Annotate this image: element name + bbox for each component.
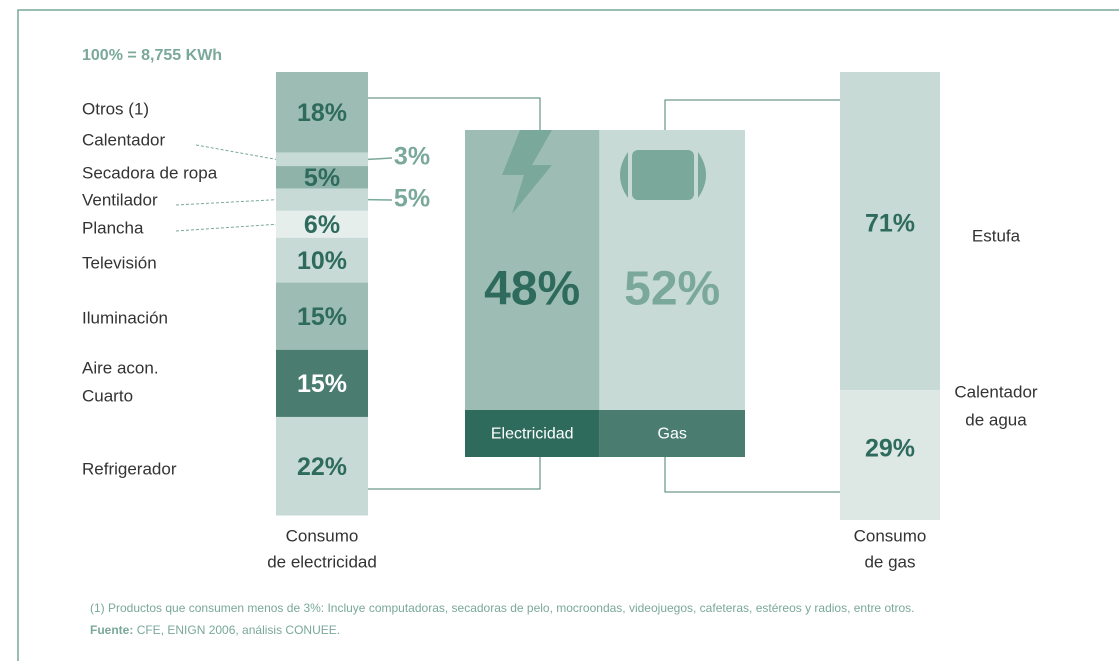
caption: de gas (864, 552, 915, 571)
segment-label: 18% (297, 99, 347, 127)
source-label: Fuente: (90, 623, 133, 637)
segment (276, 72, 368, 153)
segment-name: Estufa (972, 226, 1021, 245)
segment-name: Secadora de ropa (82, 163, 218, 182)
segment-name: Otros (1) (82, 99, 149, 118)
electricity-icon (502, 130, 552, 214)
source-label: 52% (624, 263, 720, 316)
connector (664, 457, 840, 493)
source-band (599, 410, 745, 457)
segment-name: Iluminación (82, 308, 168, 327)
segment (840, 390, 940, 520)
footnote: (1) Productos que consumen menos de 3%: … (90, 601, 914, 615)
segment-name: Televisión (82, 253, 157, 272)
caption: Consumo (854, 526, 927, 545)
segment-label: 22% (297, 453, 347, 481)
segment-label: 5% (394, 185, 430, 213)
segment (276, 237, 368, 283)
connector (368, 97, 541, 130)
segment-name: Refrigerador (82, 459, 177, 478)
marks: Otros (1) 18% Calentador 3% Secadora de ropa… (82, 72, 1038, 571)
segment-label: 3% (394, 143, 430, 171)
segment-name: Calentador (82, 130, 166, 149)
segment (276, 166, 368, 189)
segment (840, 72, 940, 391)
segment-name: Calentador (954, 382, 1038, 401)
gas-icon (620, 150, 706, 200)
segment (276, 152, 368, 167)
segment (276, 188, 368, 211)
name-leader (195, 144, 277, 160)
header: 100% = 8,755 KWh (82, 47, 222, 64)
segment (276, 416, 368, 516)
segment-label: 71% (865, 210, 915, 238)
connector (368, 457, 541, 490)
name-leader (175, 199, 277, 206)
segment-label: 6% (304, 211, 340, 239)
segment-label: 15% (297, 303, 347, 331)
source-name: Gas (658, 426, 687, 443)
caption: Consumo (286, 526, 359, 545)
source-name: Electricidad (491, 426, 574, 443)
source-label: 48% (484, 263, 580, 316)
connector (664, 99, 840, 130)
segment-name: Aire acon. (82, 358, 159, 377)
segment-label: 5% (304, 164, 340, 192)
source: Fuente: CFE, ENIGN 2006, análisis CONUEE… (90, 623, 340, 637)
segment-name: de agua (965, 410, 1027, 429)
segment-label: 10% (297, 247, 347, 275)
segment-name: Plancha (82, 218, 144, 237)
segment-name: Cuarto (82, 386, 133, 405)
source-text: CFE, ENIGN 2006, análisis CONUEE. (137, 623, 340, 637)
frame (17, 9, 1119, 661)
caption: de electricidad (267, 552, 377, 571)
segment (276, 210, 368, 238)
segment (276, 282, 368, 350)
segment-name: Ventilador (82, 190, 158, 209)
name-leader (175, 223, 277, 232)
segment-label: 29% (865, 435, 915, 463)
segment (276, 349, 368, 417)
label-connector (367, 157, 393, 161)
segment-label: 15% (297, 370, 347, 398)
source-band (465, 410, 600, 457)
